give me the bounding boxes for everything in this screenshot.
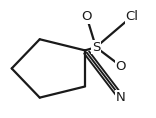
Text: N: N [116, 91, 126, 104]
Text: O: O [81, 10, 92, 23]
Text: S: S [92, 41, 100, 54]
Text: Cl: Cl [125, 10, 138, 23]
Text: O: O [116, 60, 126, 73]
